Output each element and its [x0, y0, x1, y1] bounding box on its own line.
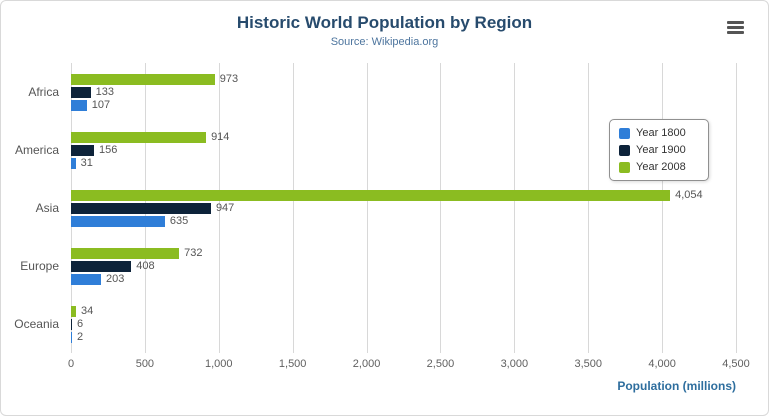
bar-row: 914 — [71, 131, 736, 143]
chart-title: Historic World Population by Region — [236, 13, 533, 32]
bar-africa-year-2008[interactable] — [71, 73, 215, 85]
bar-value-label: 947 — [215, 202, 235, 214]
legend-label: Year 1900 — [636, 144, 686, 156]
bar-value-label: 133 — [95, 86, 114, 98]
bar-africa-year-1800[interactable] — [71, 99, 87, 111]
legend: Year 1800 Year 1900 Year 2008 — [609, 119, 709, 181]
gridline — [440, 63, 442, 353]
bar-value-label: 635 — [169, 215, 189, 227]
x-axis-title: Population (millions) — [617, 379, 736, 393]
bar-asia-year-2008[interactable] — [71, 189, 671, 201]
bar-row: 973 — [71, 73, 736, 85]
legend-label: Year 2008 — [636, 161, 686, 173]
legend-item-year-2008[interactable]: Year 2008 — [619, 161, 699, 173]
bar-america-year-1900[interactable] — [71, 144, 95, 156]
bar-row: 2 — [71, 331, 736, 343]
bar-oceania-year-1900[interactable] — [71, 318, 72, 330]
bar-america-year-1800[interactable] — [71, 157, 76, 169]
x-tick-label: 4,500 — [722, 358, 750, 370]
x-axis-ticks: 0 500 1,000 1,500 2,000 2,500 3,000 3,500 4,000 4… — [67, 358, 750, 372]
bar-value-label: 2 — [77, 331, 84, 343]
bar-oceania-year-2008[interactable] — [71, 305, 77, 317]
category-label: Oceania — [14, 317, 59, 331]
bar-row: 6 — [71, 318, 736, 330]
bar-row: 156 — [71, 144, 736, 156]
bar-asia-year-1800[interactable] — [71, 215, 165, 227]
category-labels: Africa America Asia Europe Oceania — [1, 63, 63, 353]
bar-row: 732 — [71, 247, 736, 259]
chart-subtitle: Source: Wikipedia.org — [330, 36, 439, 48]
gridline — [662, 63, 664, 353]
plot-area: 973 133 107 914 156 31 4,054 947 635 732 408 203 34 6… — [71, 63, 737, 353]
x-tick-label: 1,500 — [278, 358, 307, 370]
bar-row: 203 — [71, 273, 736, 285]
gridline — [736, 63, 737, 353]
bar-row: 133 — [71, 86, 736, 98]
bar-group-asia: 4,054 947 635 — [71, 179, 736, 237]
bar-group-europe: 732 408 203 — [71, 237, 736, 295]
category-label: Africa — [28, 85, 59, 99]
bar-europe-year-1800[interactable] — [71, 273, 101, 285]
gridline — [218, 63, 220, 353]
legend-swatch-year-2008 — [619, 161, 630, 173]
bar-value-label: 914 — [211, 131, 230, 143]
bar-row: 107 — [71, 99, 736, 111]
bar-group-america: 914 156 31 — [71, 121, 736, 179]
gridline — [366, 63, 368, 353]
hamburger-menu-icon — [727, 26, 744, 29]
legend-item-year-1900[interactable]: Year 1900 — [619, 144, 699, 156]
category-label: Europe — [20, 259, 59, 273]
bar-group-oceania: 34 6 2 — [71, 295, 736, 353]
bar-europe-year-1900[interactable] — [71, 260, 132, 272]
legend-swatch-year-1800 — [619, 127, 630, 139]
bar-value-label: 408 — [136, 260, 155, 272]
hamburger-menu-icon — [727, 31, 744, 34]
bar-row: 34 — [71, 305, 736, 317]
gridline — [514, 63, 516, 353]
gridline — [292, 63, 294, 353]
bar-row: 408 — [71, 260, 736, 272]
export-menu-button[interactable] — [727, 21, 744, 34]
x-tick-label: 1,000 — [205, 358, 233, 370]
bar-value-label: 973 — [219, 73, 239, 85]
bar-group-africa: 973 133 107 — [71, 63, 736, 121]
bar-africa-year-1900[interactable] — [71, 86, 91, 98]
bar-value-label: 4,054 — [675, 189, 703, 201]
legend-swatch-year-1900 — [619, 144, 630, 156]
bar-row: 947 — [71, 202, 736, 214]
category-label: America — [14, 143, 59, 157]
bar-row: 635 — [71, 215, 736, 227]
bar-asia-year-1900[interactable] — [71, 202, 211, 214]
bar-value-label: 34 — [81, 305, 94, 317]
x-tick-label: 2,500 — [426, 358, 455, 370]
hamburger-menu-icon — [727, 21, 744, 24]
gridline — [588, 63, 590, 353]
bar-row: 4,054 — [71, 189, 736, 201]
bar-value-label: 107 — [91, 99, 111, 111]
bar-value-label: 203 — [105, 273, 125, 285]
bar-value-label: 31 — [80, 157, 93, 169]
bar-america-year-2008[interactable] — [71, 131, 207, 143]
bar-value-label: 732 — [184, 247, 203, 259]
x-tick-label: 3,000 — [500, 358, 529, 370]
legend-item-year-1800[interactable]: Year 1800 — [619, 127, 699, 139]
x-tick-label: 2,000 — [352, 358, 381, 370]
bar-row: 31 — [71, 157, 736, 169]
category-label: Asia — [35, 201, 59, 215]
x-tick-label: 4,000 — [648, 358, 676, 370]
x-tick-label: 0 — [67, 358, 75, 370]
bar-value-label: 156 — [99, 144, 118, 156]
bar-oceania-year-1800[interactable] — [71, 331, 72, 343]
bar-europe-year-2008[interactable] — [71, 247, 180, 259]
x-tick-label: 500 — [135, 358, 155, 370]
x-tick-label: 3,500 — [574, 358, 602, 370]
legend-label: Year 1800 — [636, 127, 686, 139]
bar-value-label: 6 — [77, 318, 84, 330]
